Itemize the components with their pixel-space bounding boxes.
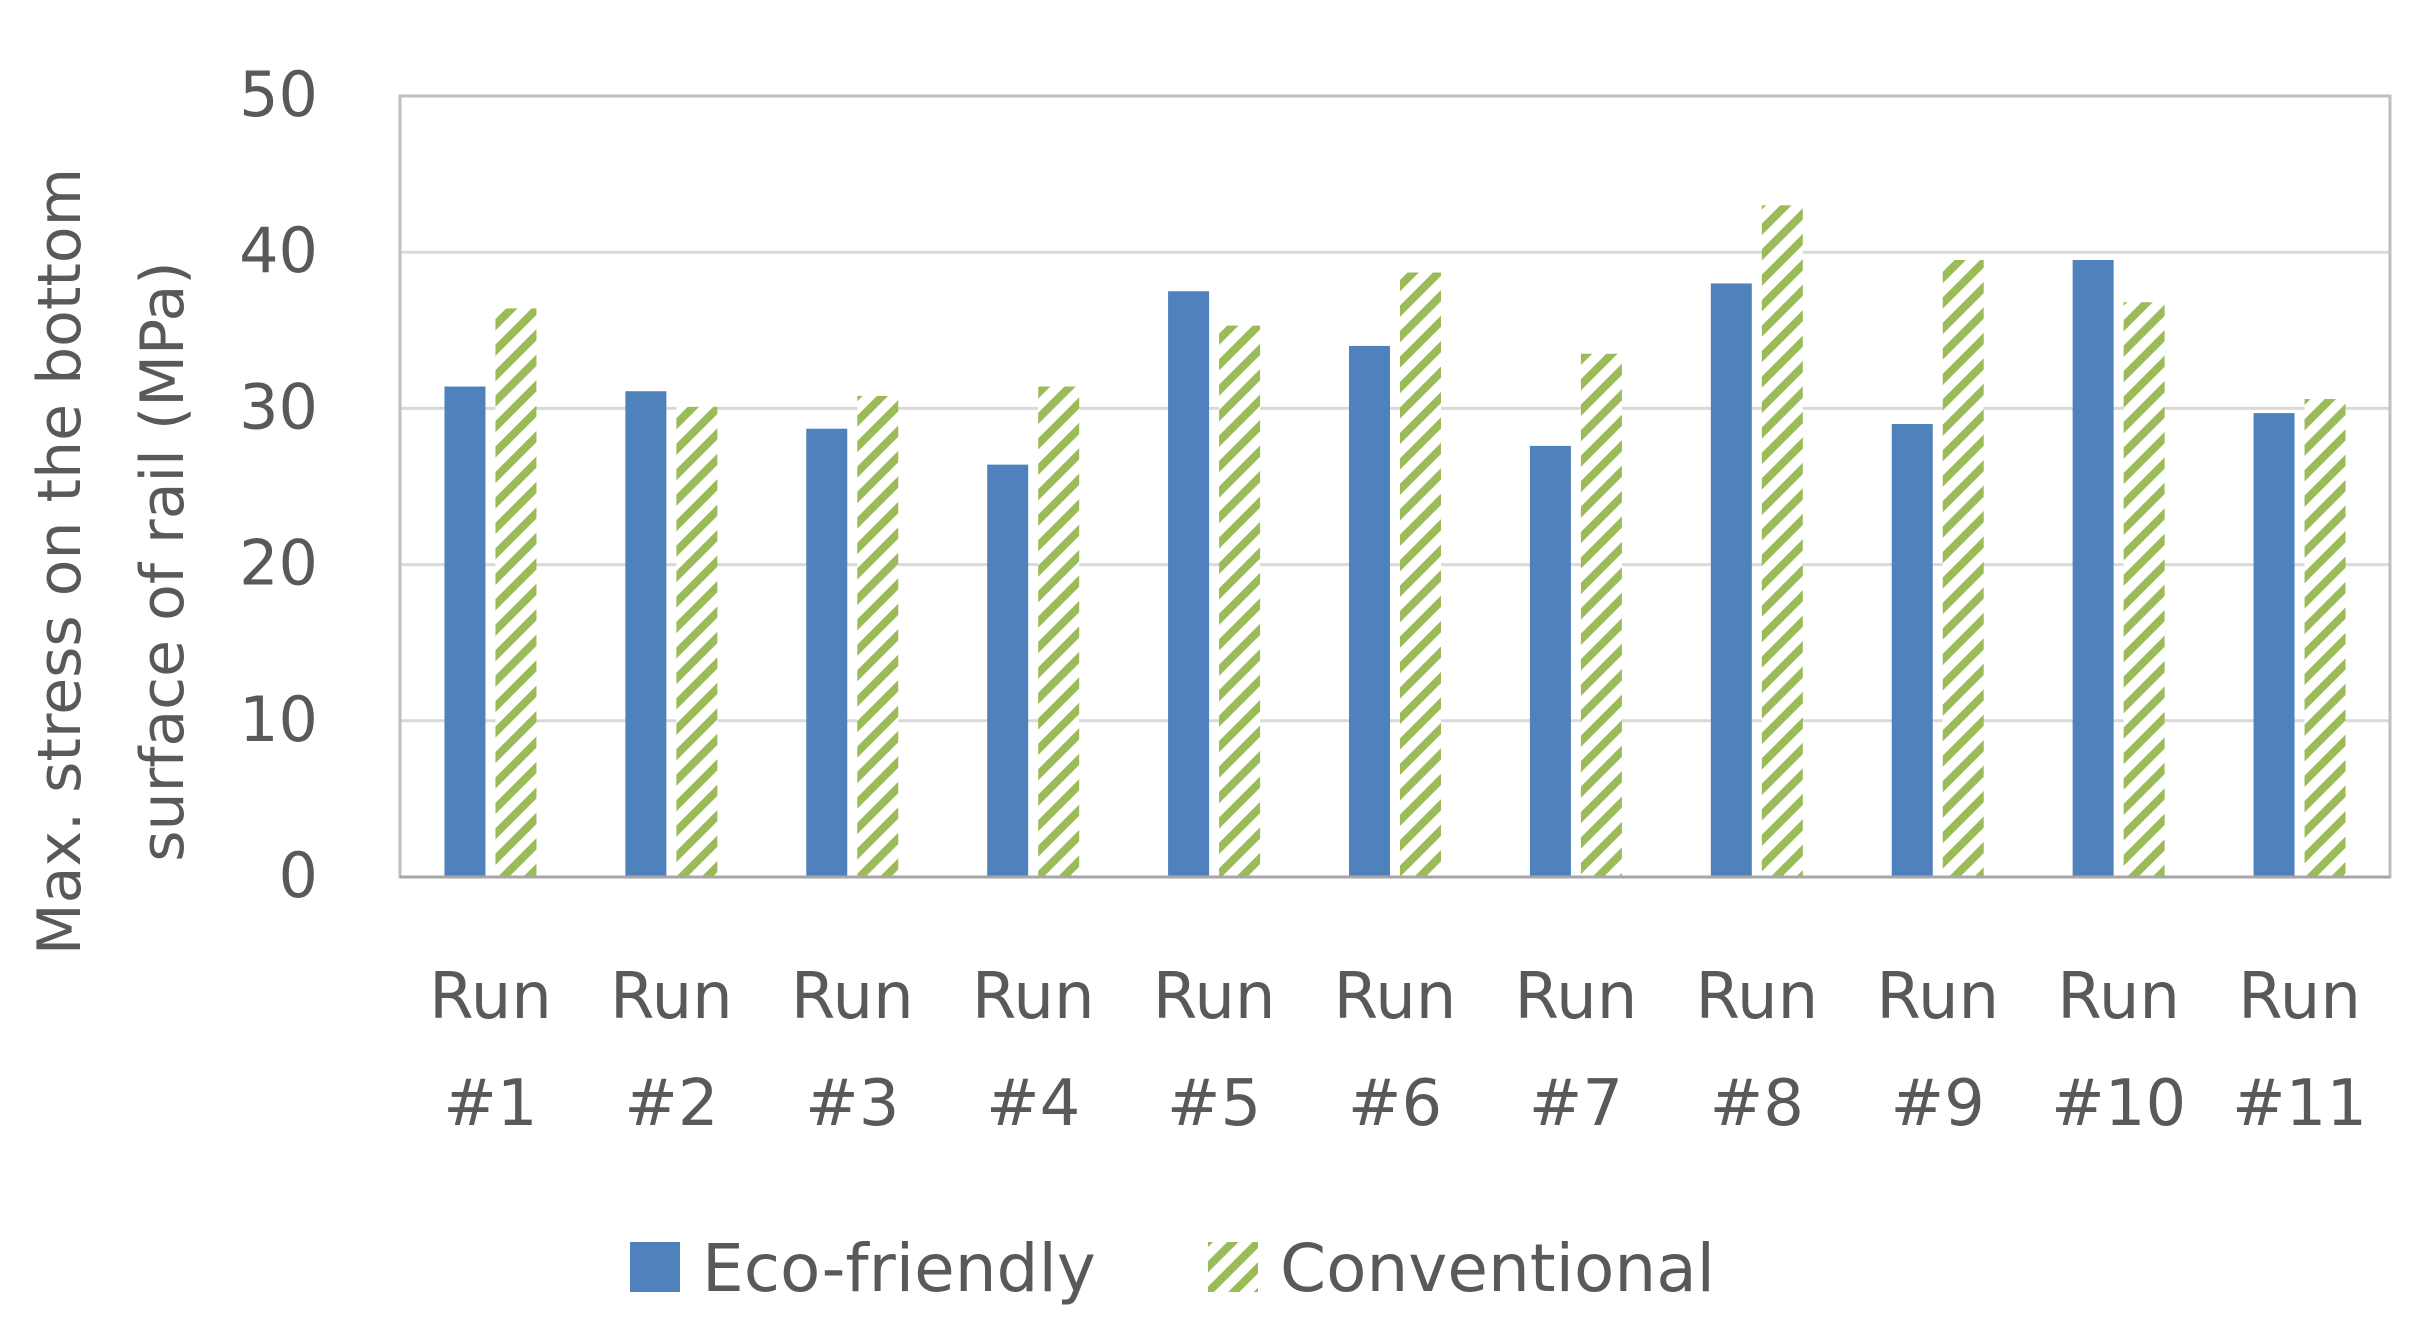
x-tick-labels: Run #1 Run #2 Run #3 Run #4 Run #5 Run #6 Run #7 Run #8… xyxy=(429,960,2367,1141)
x-tick-label: #1 xyxy=(443,1067,537,1141)
x-tick-label: Run xyxy=(1876,960,1999,1034)
bar-conventional xyxy=(676,406,718,877)
bar-eco-friendly xyxy=(625,391,667,877)
bar-conventional xyxy=(857,395,899,877)
bar-eco-friendly xyxy=(1349,345,1390,877)
bar-eco-friendly xyxy=(806,428,848,877)
x-tick-label: Run xyxy=(610,960,733,1034)
bar-eco-friendly xyxy=(1710,283,1752,877)
bar-conventional xyxy=(1219,325,1261,877)
y-axis-label-line: surface of rail (MPa) xyxy=(128,261,198,861)
x-tick-label: #11 xyxy=(2232,1067,2367,1141)
x-tick-label: #8 xyxy=(1710,1067,1804,1141)
y-tick-label: 50 xyxy=(239,58,318,131)
x-tick-label: Run xyxy=(2057,960,2180,1034)
bar-eco-friendly xyxy=(1168,291,1210,877)
legend-swatch-conventional-icon xyxy=(1208,1242,1258,1292)
bar-eco-friendly xyxy=(1891,424,1933,877)
y-tick-label: 0 xyxy=(279,839,318,912)
bar-conventional xyxy=(1761,205,1803,878)
plot-border xyxy=(398,94,2392,879)
bar-conventional xyxy=(2304,399,2346,877)
legend-label: Conventional xyxy=(1280,1230,1715,1307)
legend-swatch-eco-icon xyxy=(630,1242,680,1292)
bar-conventional xyxy=(1942,260,1984,877)
bar-eco-friendly xyxy=(987,464,1029,877)
bar-eco-friendly xyxy=(2072,260,2114,877)
x-tick-label: Run xyxy=(1334,960,1457,1034)
x-tick-label: #7 xyxy=(1529,1067,1623,1141)
x-tick-label: #5 xyxy=(1167,1067,1261,1141)
y-tick-labels: 0 10 20 30 40 50 xyxy=(239,58,318,912)
legend-label: Eco-friendly xyxy=(702,1230,1096,1307)
x-tick-label: Run xyxy=(1153,960,1276,1034)
x-tick-label: #2 xyxy=(624,1067,718,1141)
x-tick-label: Run xyxy=(1695,960,1818,1034)
y-tick-label: 20 xyxy=(239,527,318,600)
y-tick-label: 40 xyxy=(239,214,318,287)
y-tick-label: 30 xyxy=(239,370,318,443)
x-tick-label: Run xyxy=(429,960,552,1034)
y-tick-label: 10 xyxy=(239,683,318,756)
bar-conventional xyxy=(1400,272,1441,878)
x-tick-label: #6 xyxy=(1348,1067,1442,1141)
bar-eco-friendly xyxy=(444,386,486,877)
bar-eco-friendly xyxy=(1529,445,1571,877)
x-tick-label: Run xyxy=(2238,960,2361,1034)
y-axis-label: Max. stress on the bottom surface of rail… xyxy=(25,168,198,955)
bar-conventional xyxy=(495,308,537,877)
x-tick-label: #10 xyxy=(2051,1067,2186,1141)
x-tick-label: Run xyxy=(972,960,1095,1034)
x-tick-label: #3 xyxy=(805,1067,899,1141)
bar-conventional xyxy=(1580,353,1622,878)
x-tick-label: Run xyxy=(1515,960,1638,1034)
y-axis-label-line: Max. stress on the bottom xyxy=(25,168,95,955)
bar-conventional xyxy=(2123,302,2165,878)
bars xyxy=(444,205,2346,878)
bar-conventional xyxy=(1038,386,1080,877)
gridlines xyxy=(400,250,2390,723)
legend: Eco-friendly Conventional xyxy=(630,1230,1715,1307)
x-tick-label: #4 xyxy=(986,1067,1080,1141)
x-tick-label: #9 xyxy=(1891,1067,1985,1141)
bar-eco-friendly xyxy=(2253,413,2295,877)
x-tick-label: Run xyxy=(791,960,914,1034)
